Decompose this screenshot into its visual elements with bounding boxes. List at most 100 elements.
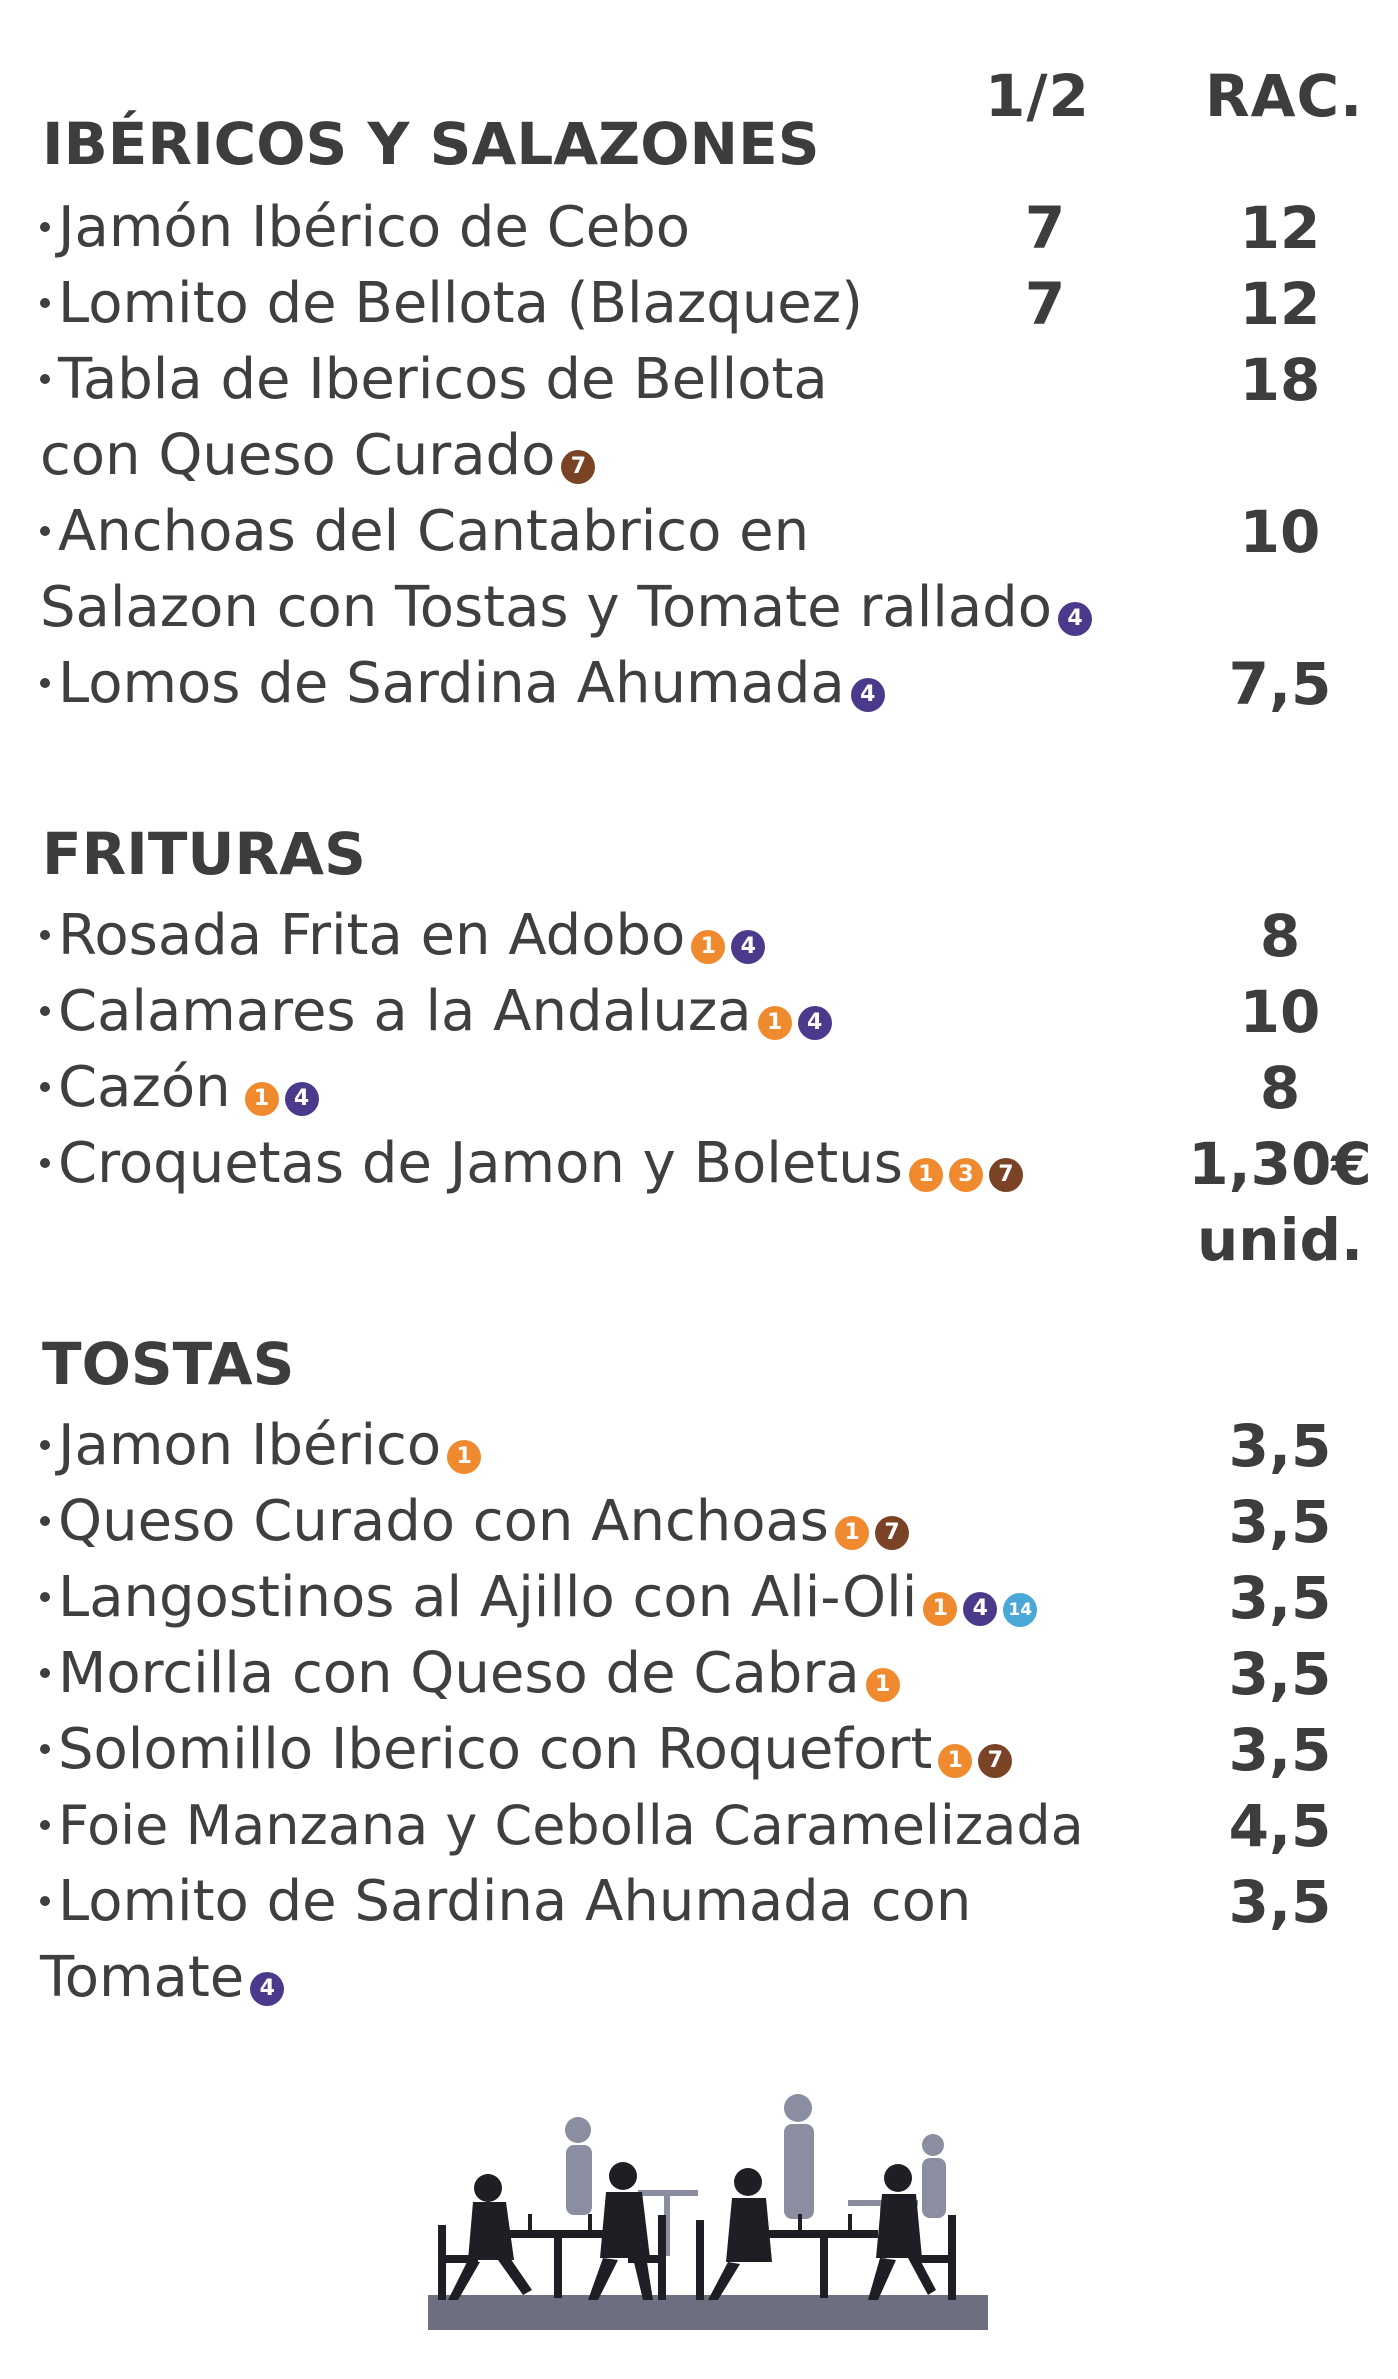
menu-item-tabla: Tabla de Ibericos de Bellota — [40, 348, 828, 412]
item-label: Foie Manzana y Cebolla Caramelizada — [58, 1794, 1084, 1857]
allergen-7-icon: 7 — [561, 449, 596, 484]
bullet-icon — [40, 1591, 50, 1602]
section-title-tostas: TOSTAS — [42, 1330, 295, 1398]
item-label: Tomate — [40, 1945, 245, 2010]
allergen-1-icon: 1 — [923, 1591, 958, 1626]
price-rac: 3,5 — [1228, 1564, 1332, 1632]
menu-item-t-lomito: Lomito de Sardina Ahumada con — [40, 1870, 971, 1934]
item-label: Lomito de Sardina Ahumada con — [58, 1869, 972, 1934]
allergen-1-icon: 1 — [757, 1005, 792, 1040]
item-label: Cazón — [58, 1055, 231, 1120]
price-rac: 18 — [1239, 346, 1321, 414]
price-rac: 12 — [1239, 194, 1321, 262]
menu-item-t-queso: Queso Curado con Anchoas 1 7 — [40, 1490, 915, 1554]
bullet-icon — [40, 221, 50, 232]
allergen-14-icon: 14 — [1003, 1592, 1038, 1627]
allergen-1-icon: 1 — [691, 929, 726, 964]
allergen-1-icon: 1 — [447, 1439, 482, 1474]
menu-item-croquetas: Croquetas de Jamon y Boletus 1 3 7 — [40, 1132, 1029, 1196]
item-label: Tabla de Ibericos de Bellota — [58, 347, 828, 412]
price-rac: 4,5 — [1228, 1792, 1332, 1860]
allergen-1-icon: 1 — [244, 1081, 279, 1116]
item-label: Calamares a la Andaluza — [58, 979, 752, 1044]
bullet-icon — [40, 1667, 50, 1678]
menu-item-lomito-bellota: Lomito de Bellota (Blazquez) — [40, 272, 863, 336]
bullet-icon — [40, 1743, 50, 1754]
item-label: Jamon Ibérico — [58, 1413, 442, 1478]
price-unit: unid. — [1196, 1206, 1363, 1274]
bullet-icon — [40, 297, 50, 308]
allergen-4-icon: 4 — [1057, 601, 1092, 636]
allergen-4-icon: 4 — [284, 1081, 319, 1116]
allergen-7-icon: 7 — [874, 1515, 909, 1550]
price-rac: 10 — [1239, 498, 1321, 566]
menu-item-calamares: Calamares a la Andaluza 1 4 — [40, 980, 838, 1044]
menu-item-jamon-cebo: Jamón Ibérico de Cebo — [40, 196, 690, 260]
column-header-rac: RAC. — [1205, 62, 1364, 130]
price-rac: 12 — [1239, 270, 1321, 338]
menu-item-anchoas: Anchoas del Cantabrico en — [40, 500, 809, 564]
allergen-4-icon: 4 — [963, 1591, 998, 1626]
item-label: Langostinos al Ajillo con Ali-Oli — [58, 1565, 918, 1630]
menu-item-t-morcilla: Morcilla con Queso de Cabra 1 — [40, 1642, 906, 1706]
bullet-icon — [40, 929, 50, 940]
menu-item-tabla-cont: con Queso Curado 7 — [40, 424, 601, 488]
bullet-icon — [40, 1005, 50, 1016]
bullet-icon — [40, 525, 50, 536]
allergen-1-icon: 1 — [908, 1157, 943, 1192]
menu-item-t-langostinos: Langostinos al Ajillo con Ali-Oli 1 4 14 — [40, 1566, 1043, 1630]
price-rac: 10 — [1239, 978, 1321, 1046]
menu-item-t-lomito-cont: Tomate 4 — [40, 1946, 290, 2010]
item-label: Rosada Frita en Adobo — [58, 903, 686, 968]
menu-item-cazon: Cazón 1 4 — [40, 1056, 325, 1120]
allergen-1-icon: 1 — [834, 1515, 869, 1550]
item-label: Morcilla con Queso de Cabra — [58, 1641, 860, 1706]
bullet-icon — [40, 1081, 50, 1092]
section-title-frituras: FRITURAS — [42, 820, 366, 888]
bullet-icon — [40, 1439, 50, 1450]
menu-item-sardina: Lomos de Sardina Ahumada 4 — [40, 652, 891, 716]
allergen-4-icon: 4 — [250, 1971, 285, 2006]
item-label: Lomito de Bellota (Blazquez) — [58, 271, 863, 336]
menu-item-t-foie: Foie Manzana y Cebolla Caramelizada — [40, 1794, 1084, 1858]
allergen-4-icon: 4 — [731, 929, 766, 964]
allergen-3-icon: 3 — [948, 1157, 983, 1192]
bullet-icon — [40, 1820, 50, 1831]
item-label: con Queso Curado — [40, 423, 556, 488]
bullet-icon — [40, 1515, 50, 1526]
allergen-1-icon: 1 — [865, 1667, 900, 1702]
bullet-icon — [40, 1157, 50, 1168]
price-rac: 8 — [1259, 902, 1301, 970]
price-half: 7 — [1024, 194, 1066, 262]
item-label: Salazon con Tostas y Tomate rallado — [40, 575, 1052, 640]
item-label: Lomos de Sardina Ahumada — [58, 651, 845, 716]
price-rac: 3,5 — [1228, 1488, 1332, 1556]
allergen-1-icon: 1 — [938, 1743, 973, 1778]
allergen-7-icon: 7 — [978, 1743, 1013, 1778]
price-half: 7 — [1024, 270, 1066, 338]
price-rac: 8 — [1259, 1054, 1301, 1122]
bullet-icon — [40, 677, 50, 688]
bullet-icon — [40, 373, 50, 384]
item-label: Anchoas del Cantabrico en — [58, 499, 810, 564]
price-rac: 3,5 — [1228, 1868, 1332, 1936]
item-label: Solomillo Iberico con Roquefort — [58, 1717, 933, 1782]
column-header-half: 1/2 — [985, 62, 1090, 130]
restaurant-scene-illustration — [428, 2094, 988, 2330]
section-title-ibericos: IBÉRICOS Y SALAZONES — [42, 110, 820, 178]
price-rac: 7,5 — [1228, 650, 1332, 718]
item-label: Croquetas de Jamon y Boletus — [58, 1131, 903, 1196]
menu-item-anchoas-cont: Salazon con Tostas y Tomate rallado 4 — [40, 576, 1098, 640]
item-label: Queso Curado con Anchoas — [58, 1489, 829, 1554]
allergen-4-icon: 4 — [797, 1005, 832, 1040]
price-rac: 3,5 — [1228, 1640, 1332, 1708]
menu-item-t-solomillo: Solomillo Iberico con Roquefort 1 7 — [40, 1718, 1018, 1782]
bullet-icon — [40, 1895, 50, 1906]
menu-item-t-jamon: Jamon Ibérico 1 — [40, 1414, 487, 1478]
menu-item-rosada: Rosada Frita en Adobo 1 4 — [40, 904, 771, 968]
item-label: Jamón Ibérico de Cebo — [58, 195, 691, 260]
allergen-4-icon: 4 — [850, 677, 885, 712]
price-rac: 3,5 — [1228, 1716, 1332, 1784]
price-rac: 1,30€ — [1188, 1130, 1372, 1198]
